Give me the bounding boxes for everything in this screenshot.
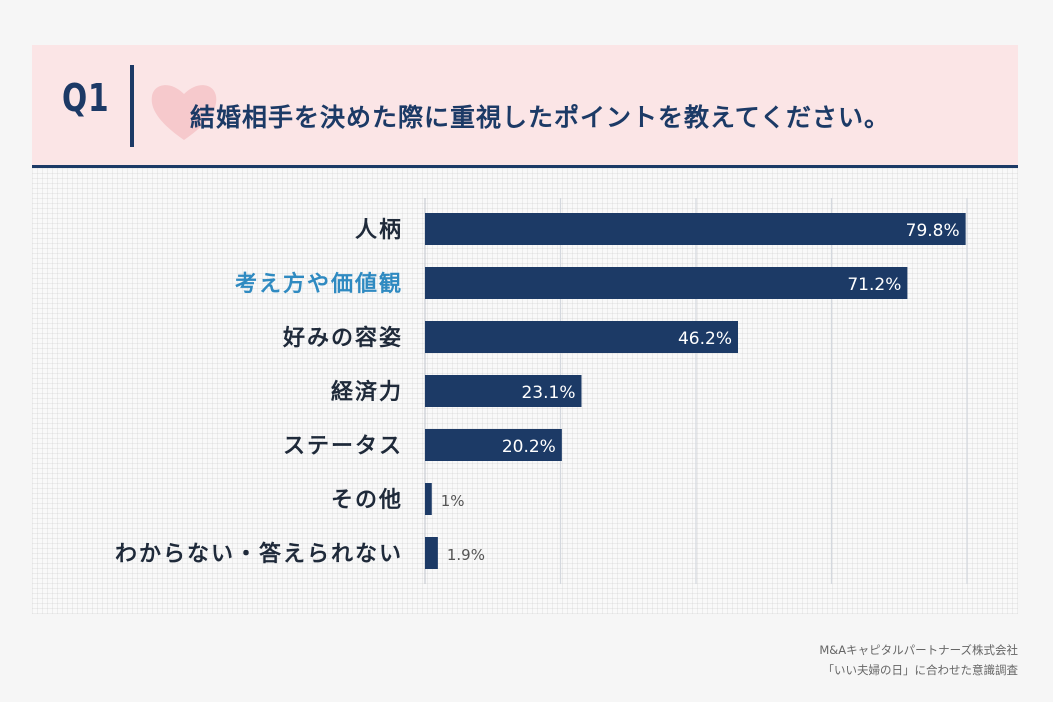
- category-label: 考え方や価値観: [235, 271, 403, 297]
- value-label: 1%: [441, 492, 465, 510]
- bar: [425, 429, 562, 461]
- category-label: 経済力: [331, 379, 403, 405]
- category-label: 人柄: [355, 218, 403, 243]
- category-label: ステータス: [283, 434, 403, 459]
- category-label: わからない・答えられない: [115, 541, 403, 567]
- bar: [425, 321, 739, 353]
- question-number-divider: [130, 65, 134, 147]
- value-label: 23.1%: [521, 383, 575, 403]
- value-label: 46.2%: [678, 329, 732, 349]
- bar: [425, 213, 966, 245]
- header-divider: [32, 165, 1018, 168]
- question-text: 結婚相手を決めた際に重視したポイントを教えてください。: [190, 103, 891, 132]
- question-number: Q1: [62, 76, 110, 120]
- bar: [425, 267, 908, 299]
- category-label: 好みの容姿: [282, 325, 403, 351]
- source-survey: 「いい夫婦の日」に合わせた意識調査: [822, 663, 1019, 677]
- value-label: 20.2%: [502, 437, 556, 457]
- bar: [425, 537, 438, 569]
- heart-icon: [151, 85, 217, 140]
- source-credit: M&Aキャピタルパートナーズ株式会社 「いい夫婦の日」に合わせた意識調査: [819, 640, 1018, 680]
- bar: [425, 375, 582, 407]
- bar: [425, 483, 432, 515]
- category-label: その他: [331, 488, 403, 513]
- value-label: 71.2%: [847, 275, 901, 295]
- source-company: M&Aキャピタルパートナーズ株式会社: [819, 643, 1018, 657]
- value-label: 1.9%: [447, 546, 485, 564]
- value-label: 79.8%: [906, 221, 960, 241]
